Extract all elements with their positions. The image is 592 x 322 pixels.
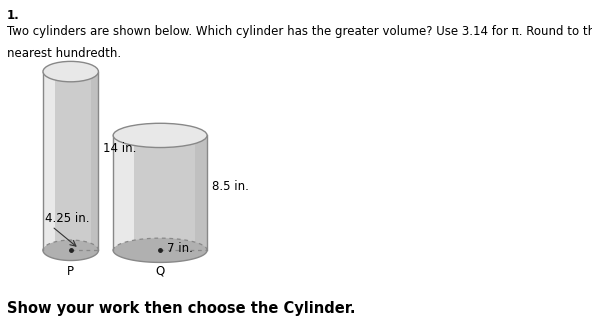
- Polygon shape: [113, 136, 207, 250]
- Polygon shape: [92, 71, 98, 250]
- Text: Show your work then choose the Cylinder.: Show your work then choose the Cylinder.: [7, 301, 355, 316]
- Polygon shape: [113, 136, 134, 250]
- Text: Two cylinders are shown below. Which cylinder has the greater volume? Use 3.14 f: Two cylinders are shown below. Which cyl…: [7, 25, 592, 38]
- Text: 7 in.: 7 in.: [167, 242, 193, 255]
- Ellipse shape: [113, 123, 207, 147]
- Text: 4.25 in.: 4.25 in.: [45, 212, 90, 225]
- Polygon shape: [195, 136, 207, 250]
- Ellipse shape: [43, 62, 98, 82]
- Polygon shape: [43, 240, 98, 260]
- Polygon shape: [43, 71, 98, 250]
- Text: 8.5 in.: 8.5 in.: [211, 180, 249, 193]
- Polygon shape: [43, 71, 56, 250]
- Text: nearest hundredth.: nearest hundredth.: [7, 47, 121, 60]
- Text: Q: Q: [156, 265, 165, 278]
- Polygon shape: [113, 238, 207, 262]
- Text: 1.: 1.: [7, 9, 20, 22]
- Text: 14 in.: 14 in.: [103, 142, 136, 155]
- Text: P: P: [67, 265, 74, 278]
